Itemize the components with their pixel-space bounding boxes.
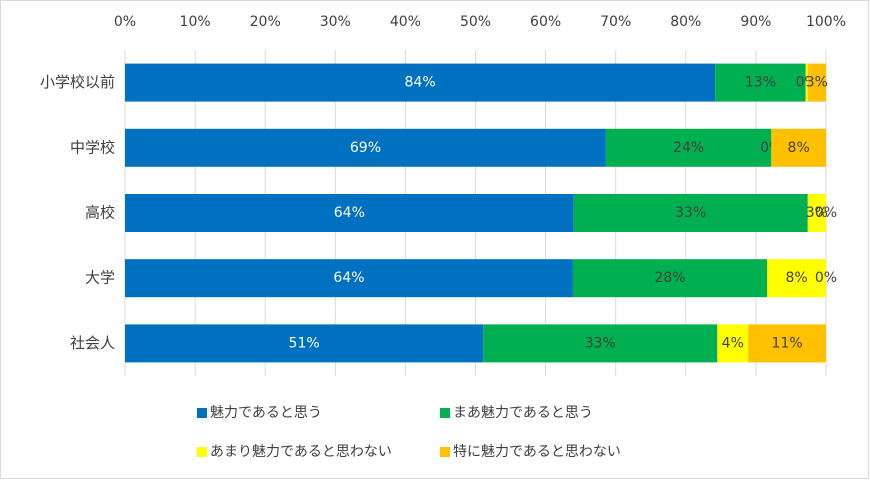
data-label: 28%	[654, 270, 685, 286]
x-tick-label: 30%	[320, 14, 351, 30]
x-tick-label: 80%	[670, 14, 701, 30]
data-label: 4%	[722, 335, 744, 351]
y-tick-label: 社会人	[70, 334, 115, 352]
legend-label: 特に魅力であると思わない	[453, 444, 621, 460]
legend-swatch	[440, 447, 450, 457]
legend-label: 魅力であると思う	[210, 405, 322, 421]
data-label: 51%	[289, 335, 320, 351]
legend-label: まあ魅力であると思う	[453, 405, 593, 421]
bar-segment	[767, 259, 826, 298]
bar-segment	[125, 63, 716, 102]
data-label: 8%	[785, 270, 807, 286]
data-label: 64%	[334, 205, 365, 221]
x-tick-label: 100%	[806, 14, 846, 30]
data-label: 24%	[673, 140, 704, 156]
bar-segment	[717, 324, 749, 363]
legend-swatch	[197, 408, 207, 418]
data-label: 69%	[350, 140, 381, 156]
x-tick-label: 90%	[740, 14, 771, 30]
bar-segment	[573, 194, 808, 232]
x-tick-label: 10%	[180, 14, 211, 30]
data-label: 0%	[815, 270, 837, 286]
x-tick-label: 70%	[600, 14, 631, 30]
x-tick-label: 60%	[530, 14, 561, 30]
x-tick-label: 40%	[390, 14, 421, 30]
y-tick-label: 高校	[85, 204, 115, 222]
bar-segment	[572, 259, 768, 298]
data-label: 11%	[772, 335, 803, 351]
bar-segment	[483, 324, 718, 363]
bar-segment	[748, 324, 826, 363]
data-label: 3%	[806, 75, 828, 91]
x-tick-label: 20%	[250, 14, 281, 30]
data-label: 0%	[815, 205, 837, 221]
bar-segment	[771, 128, 826, 167]
data-label: 64%	[333, 270, 364, 286]
data-label: 33%	[585, 335, 616, 351]
bar-segment	[125, 259, 573, 298]
bar-segment	[807, 194, 826, 232]
data-label: 84%	[405, 75, 436, 91]
bar-segment	[807, 63, 826, 102]
bar-segment	[125, 128, 606, 167]
legend-label: あまり魅力であると思わない	[210, 444, 392, 460]
bar-segment	[805, 63, 808, 102]
data-label: 33%	[675, 205, 706, 221]
y-tick-label: 小学校以前	[40, 73, 115, 91]
bar-segment	[715, 63, 806, 102]
bar-segment	[125, 324, 484, 363]
data-label: 13%	[745, 75, 776, 91]
legend-swatch	[197, 447, 207, 457]
y-tick-label: 大学	[85, 269, 115, 287]
data-label: 3%	[806, 205, 828, 221]
y-tick-label: 中学校	[70, 138, 115, 156]
bar-segment	[605, 128, 772, 167]
data-label: 8%	[788, 140, 810, 156]
legend-swatch	[440, 408, 450, 418]
x-tick-label: 50%	[460, 14, 491, 30]
bar-segment	[125, 194, 574, 232]
x-tick-label: 0%	[114, 14, 136, 30]
